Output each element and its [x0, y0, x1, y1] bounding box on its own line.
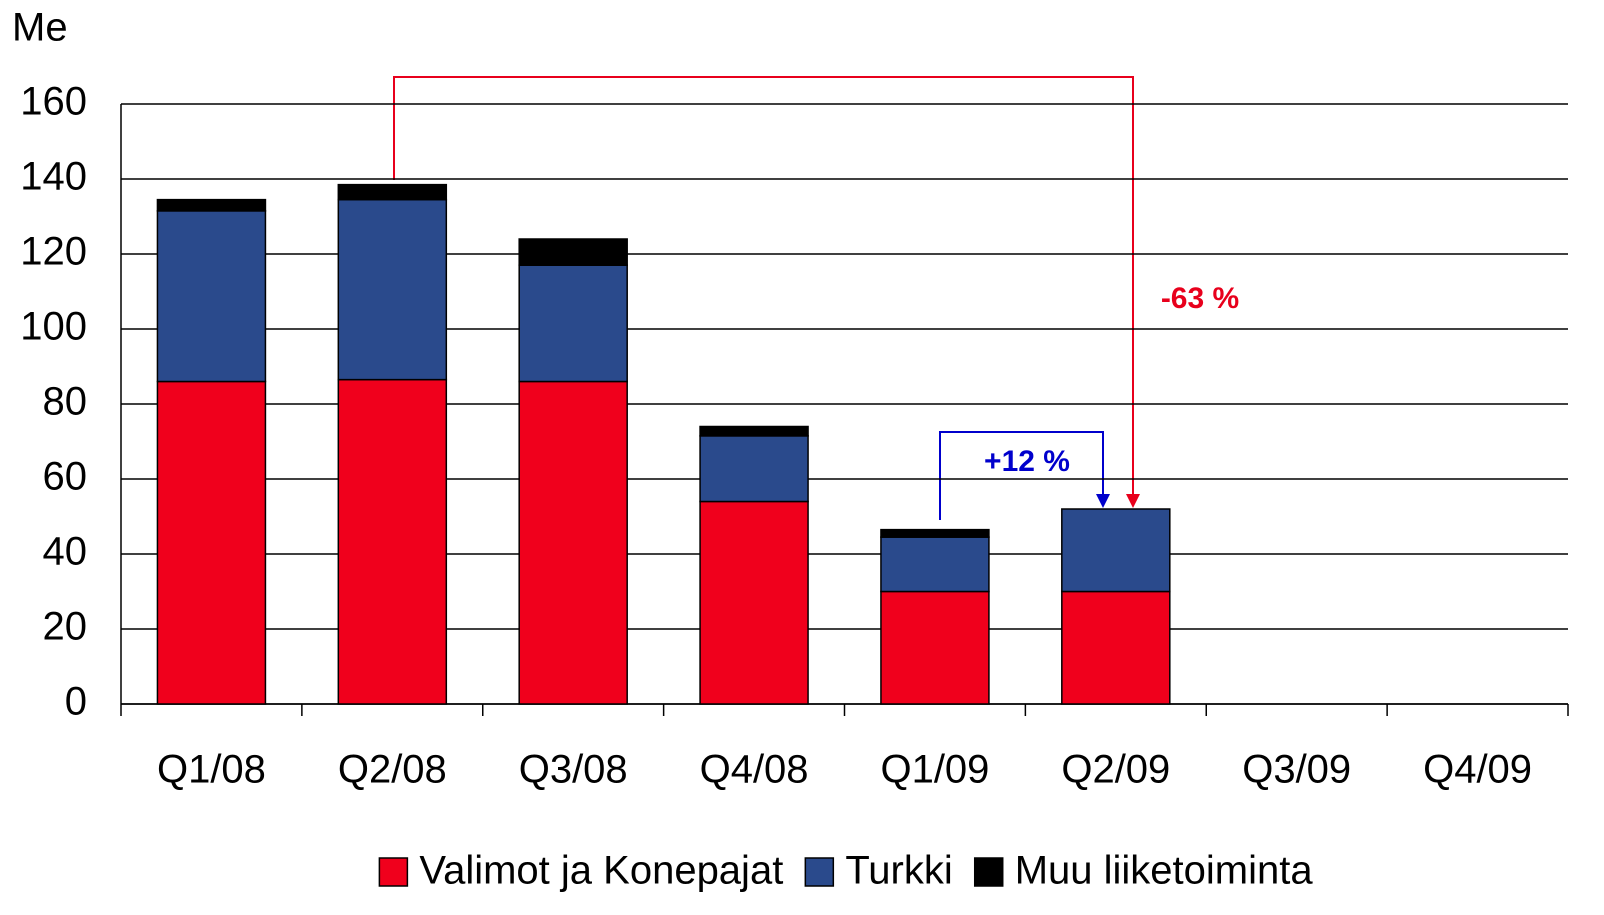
- y-tick-label: 80: [43, 380, 88, 424]
- y-axis-label: Me: [12, 6, 68, 50]
- y-tick-label: 120: [20, 230, 87, 274]
- y-tick-label: 160: [20, 80, 87, 124]
- x-tick-label: Q3/08: [519, 748, 628, 792]
- legend-label: Valimot ja Konepajat: [419, 849, 783, 893]
- y-tick-label: 0: [65, 680, 87, 724]
- blue-connector: [939, 431, 1104, 520]
- bar-segment: [1061, 508, 1171, 593]
- bar-segment: [518, 264, 628, 383]
- x-tick-label: Q2/08: [338, 748, 447, 792]
- bar-segment: [699, 425, 809, 437]
- bar-segment: [156, 198, 267, 212]
- y-tick-label: 40: [43, 530, 88, 574]
- y-tick-label: 100: [20, 305, 87, 349]
- legend-swatch: [973, 857, 1004, 887]
- annotation: +12 %: [984, 445, 1070, 478]
- bar-segment: [337, 198, 448, 381]
- bar-segment: [156, 380, 267, 705]
- bar-segment: [156, 210, 267, 383]
- bar-segment: [518, 238, 628, 266]
- bar-segment: [337, 183, 448, 201]
- red-arrowhead: [1126, 494, 1140, 508]
- x-tick-label: Q1/08: [157, 748, 266, 792]
- x-tick-label: Q3/09: [1242, 748, 1351, 792]
- annotation: -63 %: [1161, 282, 1239, 315]
- legend-swatch: [378, 857, 409, 887]
- blue-arrowhead: [1096, 494, 1110, 508]
- bar-segment: [337, 378, 448, 705]
- x-tick-label: Q2/09: [1061, 748, 1170, 792]
- legend-swatch: [804, 857, 835, 887]
- y-tick-label: 60: [43, 455, 88, 499]
- bar-segment: [880, 536, 990, 593]
- legend-label: Turkki: [845, 849, 952, 893]
- bar-segment: [699, 500, 809, 705]
- red-connector: [393, 76, 1134, 500]
- x-tick-label: Q4/08: [700, 748, 809, 792]
- bar-segment: [880, 528, 990, 538]
- bar-segment: [699, 435, 809, 503]
- legend-label: Muu liiketoiminta: [1015, 849, 1314, 893]
- bar-segment: [518, 380, 628, 705]
- x-tick-label: Q4/09: [1423, 748, 1532, 792]
- y-tick-label: 140: [20, 155, 87, 199]
- x-tick-label: Q1/09: [880, 748, 989, 792]
- y-tick-label: 20: [43, 605, 88, 649]
- bar-segment: [1061, 590, 1171, 705]
- bar-segment: [880, 590, 990, 705]
